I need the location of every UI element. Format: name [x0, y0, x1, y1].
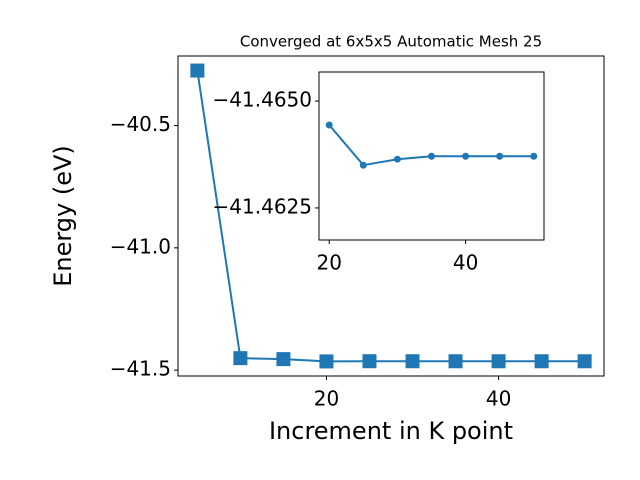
chart-title: Converged at 6x5x5 Automatic Mesh 25	[240, 33, 542, 51]
data-point	[319, 354, 334, 369]
data-point	[496, 152, 504, 160]
data-point	[362, 354, 377, 369]
data-point	[233, 351, 248, 366]
y-tick-label: −41.0	[110, 234, 171, 258]
x-tick-label: 20	[314, 387, 339, 411]
data-point	[325, 121, 333, 129]
y-tick-label: −41.4625	[213, 194, 312, 218]
y-tick-label: −41.4650	[213, 88, 312, 112]
data-point	[462, 152, 470, 160]
x-tick-label: 40	[486, 387, 511, 411]
data-point	[577, 354, 592, 369]
x-axis-label: Increment in K point	[269, 417, 513, 445]
data-point	[530, 152, 538, 160]
y-axis-label: Energy (eV)	[49, 145, 77, 287]
y-tick-label: −40.5	[110, 112, 171, 136]
data-point	[190, 63, 205, 78]
data-point	[448, 354, 463, 369]
y-tick-label: −41.5	[110, 357, 171, 381]
x-tick-label: 40	[453, 251, 478, 275]
data-point	[534, 354, 549, 369]
data-point	[405, 354, 420, 369]
data-point	[276, 352, 291, 367]
x-tick-label: 20	[317, 251, 342, 275]
data-point	[428, 152, 435, 160]
data-point	[491, 354, 506, 369]
series-line	[196, 70, 585, 363]
data-point	[393, 155, 401, 163]
data-point	[359, 161, 367, 169]
